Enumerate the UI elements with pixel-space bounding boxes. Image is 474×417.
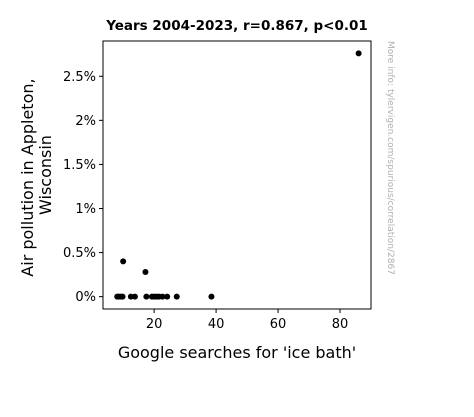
y-axis-label-line-2: Wisconsin xyxy=(36,135,55,215)
chart-title: Years 2004-2023, r=0.867, p<0.01 xyxy=(105,18,368,34)
y-axis-label-line-1: Air pollution in Appleton, xyxy=(18,78,37,276)
data-point xyxy=(159,293,166,300)
data-point xyxy=(119,293,126,300)
source-note: More info: tylervigen.com/spurious/corre… xyxy=(385,41,395,275)
y-tick-label: 0.5% xyxy=(63,246,96,261)
y-tick-label: 1.5% xyxy=(63,158,96,173)
x-tick-label: 40 xyxy=(208,317,225,332)
y-tick-label: 1% xyxy=(75,202,96,217)
data-point xyxy=(131,293,138,300)
x-axis-label: Google searches for 'ice bath' xyxy=(118,343,356,362)
plot-area: 20 40 60 80 0% 0.5% 1% 1.5% 2% 2.5% xyxy=(63,40,372,332)
plot-frame xyxy=(102,40,372,310)
data-point xyxy=(208,293,215,300)
data-point xyxy=(355,50,362,57)
data-point xyxy=(142,268,149,275)
data-point xyxy=(120,258,127,265)
y-tick-label: 2.5% xyxy=(63,70,96,85)
data-point xyxy=(173,293,180,300)
data-point xyxy=(164,293,171,300)
x-tick-label: 20 xyxy=(146,317,163,332)
y-axis-label: Air pollution in Appleton, Wisconsin xyxy=(18,73,55,276)
x-tick-label: 60 xyxy=(270,317,287,332)
x-tick-label: 80 xyxy=(332,317,349,332)
y-tick-label: 2% xyxy=(75,114,96,129)
data-point xyxy=(143,293,150,300)
y-tick-label: 0% xyxy=(75,290,96,305)
